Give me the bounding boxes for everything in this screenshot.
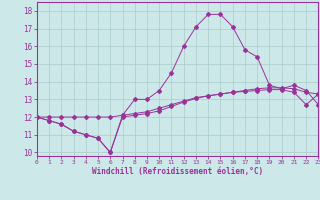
X-axis label: Windchill (Refroidissement éolien,°C): Windchill (Refroidissement éolien,°C): [92, 167, 263, 176]
